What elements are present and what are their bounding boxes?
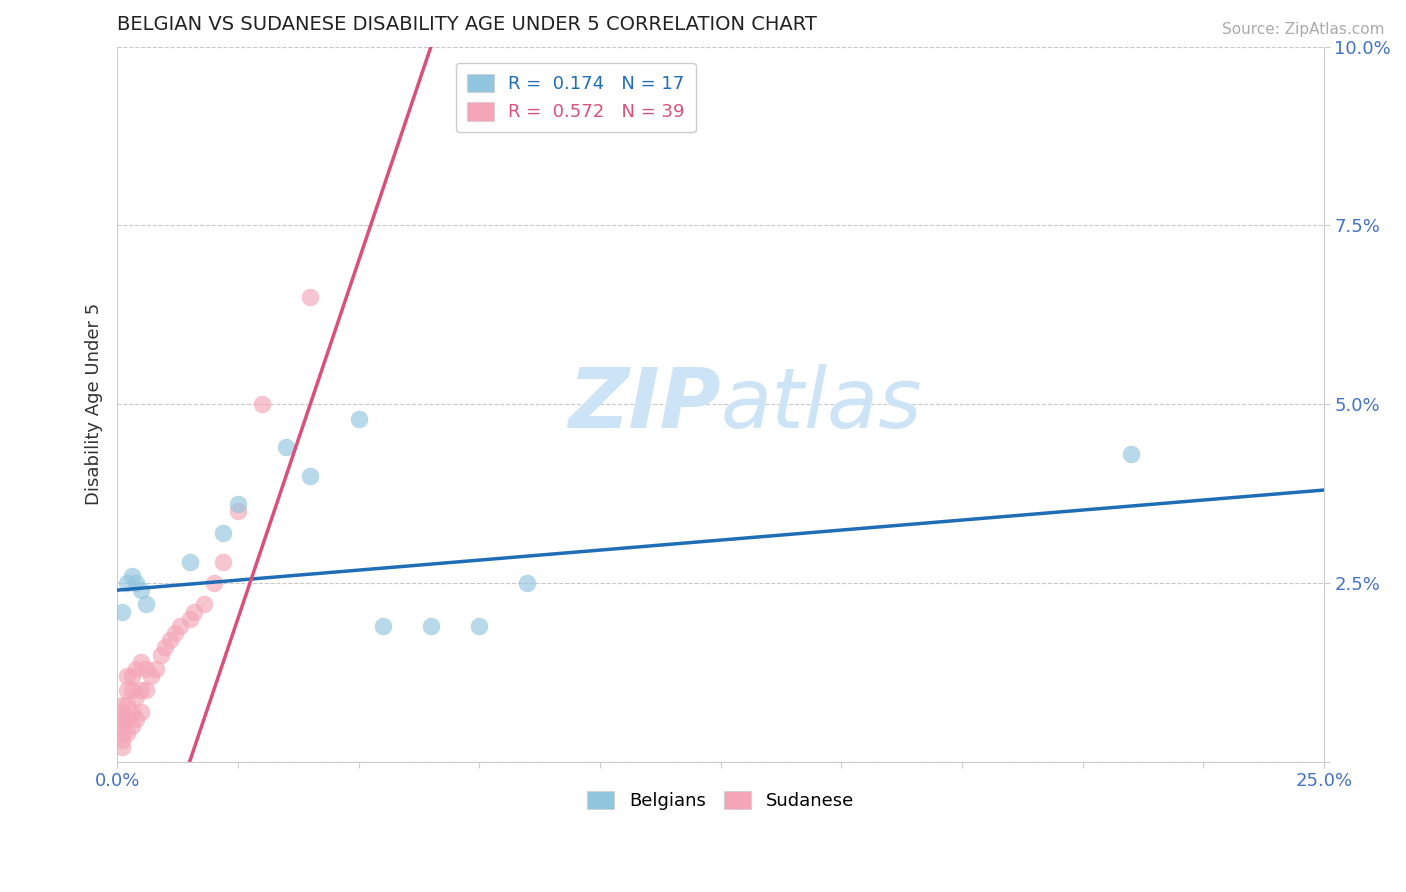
Point bbox=[111, 698, 134, 712]
Text: ZIP: ZIP bbox=[568, 364, 720, 445]
Point bbox=[516, 576, 538, 591]
Text: Source: ZipAtlas.com: Source: ZipAtlas.com bbox=[1222, 22, 1385, 37]
Point bbox=[125, 690, 148, 705]
Text: BELGIAN VS SUDANESE DISABILITY AGE UNDER 5 CORRELATION CHART: BELGIAN VS SUDANESE DISABILITY AGE UNDER… bbox=[117, 15, 817, 34]
Point bbox=[179, 555, 201, 569]
Point bbox=[135, 683, 157, 698]
Point bbox=[419, 619, 441, 633]
Point bbox=[1119, 447, 1142, 461]
Point bbox=[121, 569, 143, 583]
Point bbox=[193, 598, 215, 612]
Point bbox=[274, 440, 297, 454]
Point bbox=[115, 683, 138, 698]
Point bbox=[212, 525, 235, 540]
Point bbox=[135, 662, 157, 676]
Point bbox=[125, 712, 148, 726]
Point bbox=[226, 504, 249, 518]
Point bbox=[135, 598, 157, 612]
Point bbox=[115, 698, 138, 712]
Point bbox=[121, 683, 143, 698]
Point bbox=[115, 669, 138, 683]
Point bbox=[183, 605, 205, 619]
Point bbox=[179, 612, 201, 626]
Point bbox=[111, 726, 134, 740]
Point bbox=[111, 705, 134, 719]
Point bbox=[159, 633, 181, 648]
Point bbox=[121, 705, 143, 719]
Point bbox=[155, 640, 177, 655]
Point bbox=[125, 662, 148, 676]
Point bbox=[371, 619, 394, 633]
Y-axis label: Disability Age Under 5: Disability Age Under 5 bbox=[86, 303, 103, 506]
Point bbox=[299, 468, 322, 483]
Point bbox=[115, 726, 138, 740]
Point bbox=[468, 619, 491, 633]
Point bbox=[121, 669, 143, 683]
Point bbox=[125, 576, 148, 591]
Point bbox=[131, 583, 153, 598]
Point bbox=[111, 740, 134, 755]
Legend: Belgians, Sudanese: Belgians, Sudanese bbox=[581, 783, 860, 817]
Point bbox=[202, 576, 225, 591]
Point bbox=[149, 648, 172, 662]
Point bbox=[299, 290, 322, 304]
Point bbox=[139, 669, 162, 683]
Point bbox=[115, 576, 138, 591]
Point bbox=[165, 626, 187, 640]
Point bbox=[131, 705, 153, 719]
Point bbox=[111, 712, 134, 726]
Point bbox=[111, 719, 134, 733]
Point bbox=[111, 733, 134, 747]
Point bbox=[347, 411, 370, 425]
Point bbox=[212, 555, 235, 569]
Text: atlas: atlas bbox=[720, 364, 922, 445]
Point bbox=[131, 655, 153, 669]
Point bbox=[226, 497, 249, 511]
Point bbox=[169, 619, 191, 633]
Point bbox=[121, 719, 143, 733]
Point bbox=[131, 683, 153, 698]
Point bbox=[111, 605, 134, 619]
Point bbox=[145, 662, 167, 676]
Point bbox=[115, 712, 138, 726]
Point bbox=[250, 397, 273, 411]
